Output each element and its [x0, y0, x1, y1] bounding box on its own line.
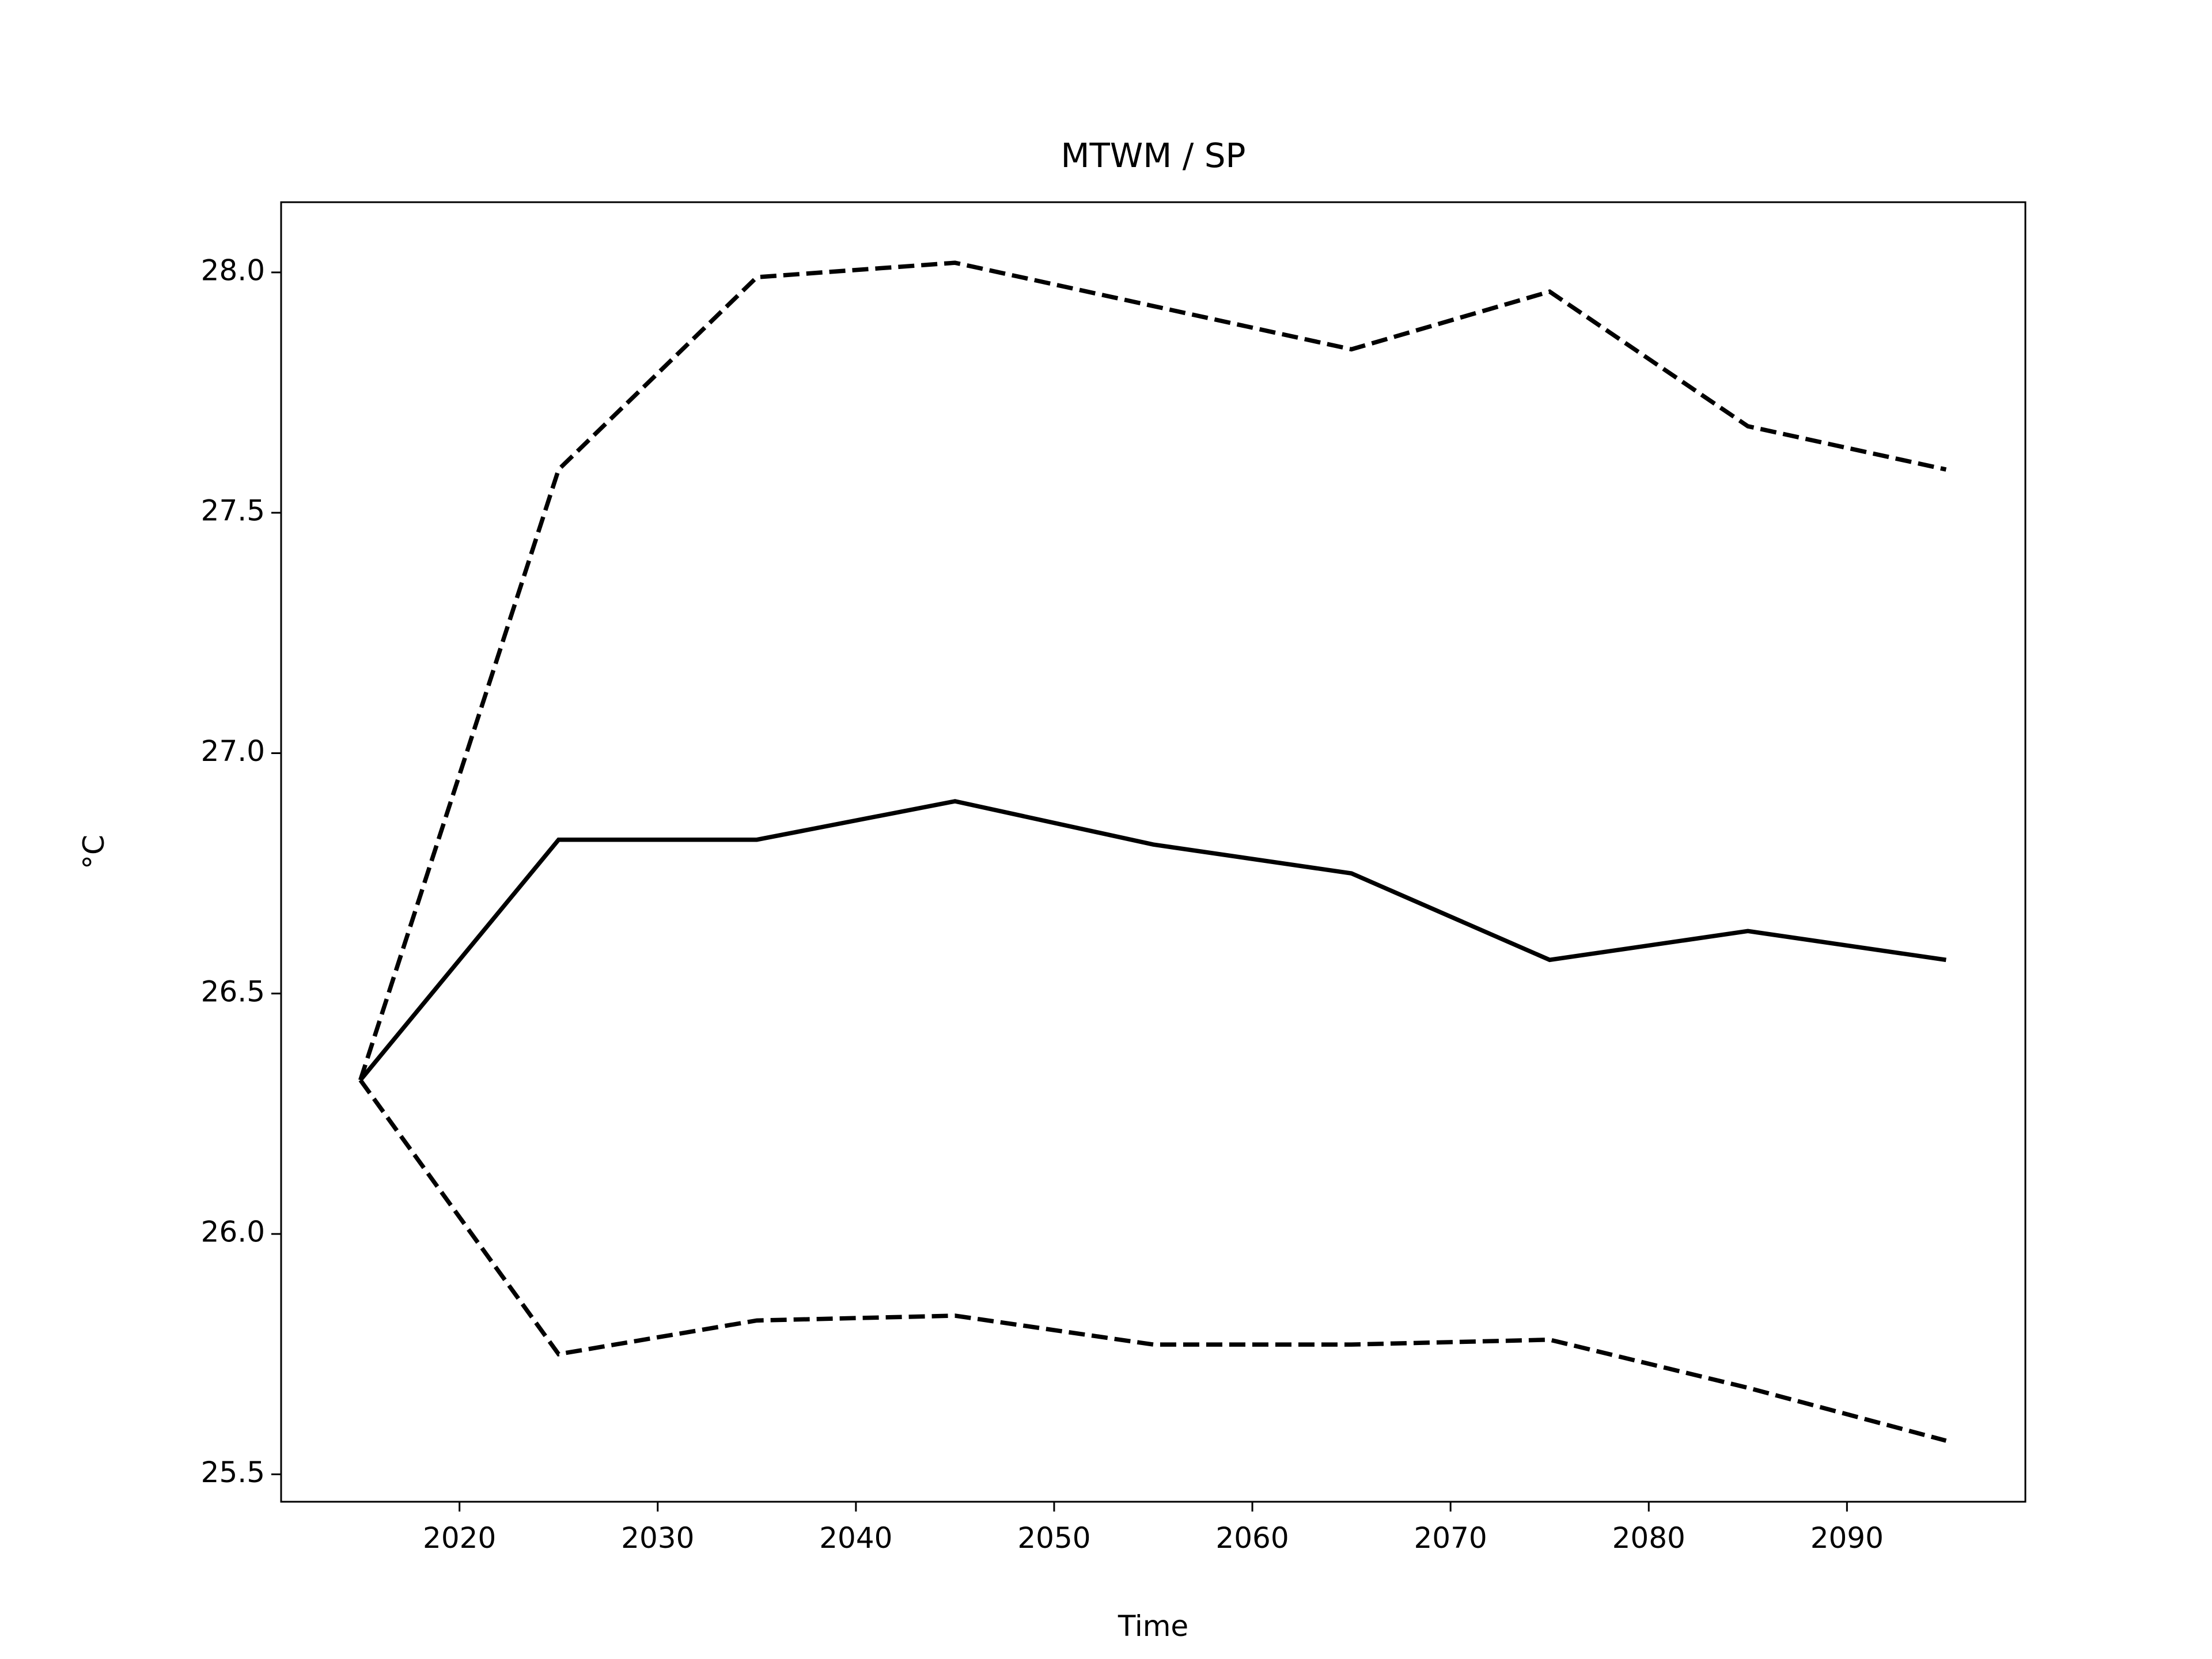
x-tick-label: 2070 [1414, 1521, 1487, 1555]
x-tick-label: 2080 [1612, 1521, 1685, 1555]
y-tick-label: 27.5 [201, 494, 265, 528]
x-tick-label: 2060 [1215, 1521, 1289, 1555]
chart-title: MTWM / SP [1060, 136, 1245, 175]
series-line [358, 1078, 1947, 1443]
x-tick-label: 2020 [423, 1521, 496, 1555]
y-tick-label: 28.0 [201, 253, 265, 287]
plot-frame [280, 201, 2027, 1503]
series-line [358, 799, 1946, 1082]
x-tick-label: 2030 [621, 1521, 694, 1555]
series-line [358, 260, 1947, 1081]
x-tick-label: 2090 [1810, 1521, 1884, 1555]
y-tick-label: 25.5 [201, 1456, 265, 1489]
y-tick-label: 26.5 [201, 975, 265, 1008]
y-tick-label: 26.0 [201, 1215, 265, 1249]
x-tick-label: 2050 [1017, 1521, 1090, 1555]
x-tick-label: 2040 [819, 1521, 892, 1555]
y-axis-label: °C [77, 835, 111, 869]
x-axis-label: Time [1118, 1609, 1188, 1643]
y-tick-label: 27.0 [201, 734, 265, 768]
